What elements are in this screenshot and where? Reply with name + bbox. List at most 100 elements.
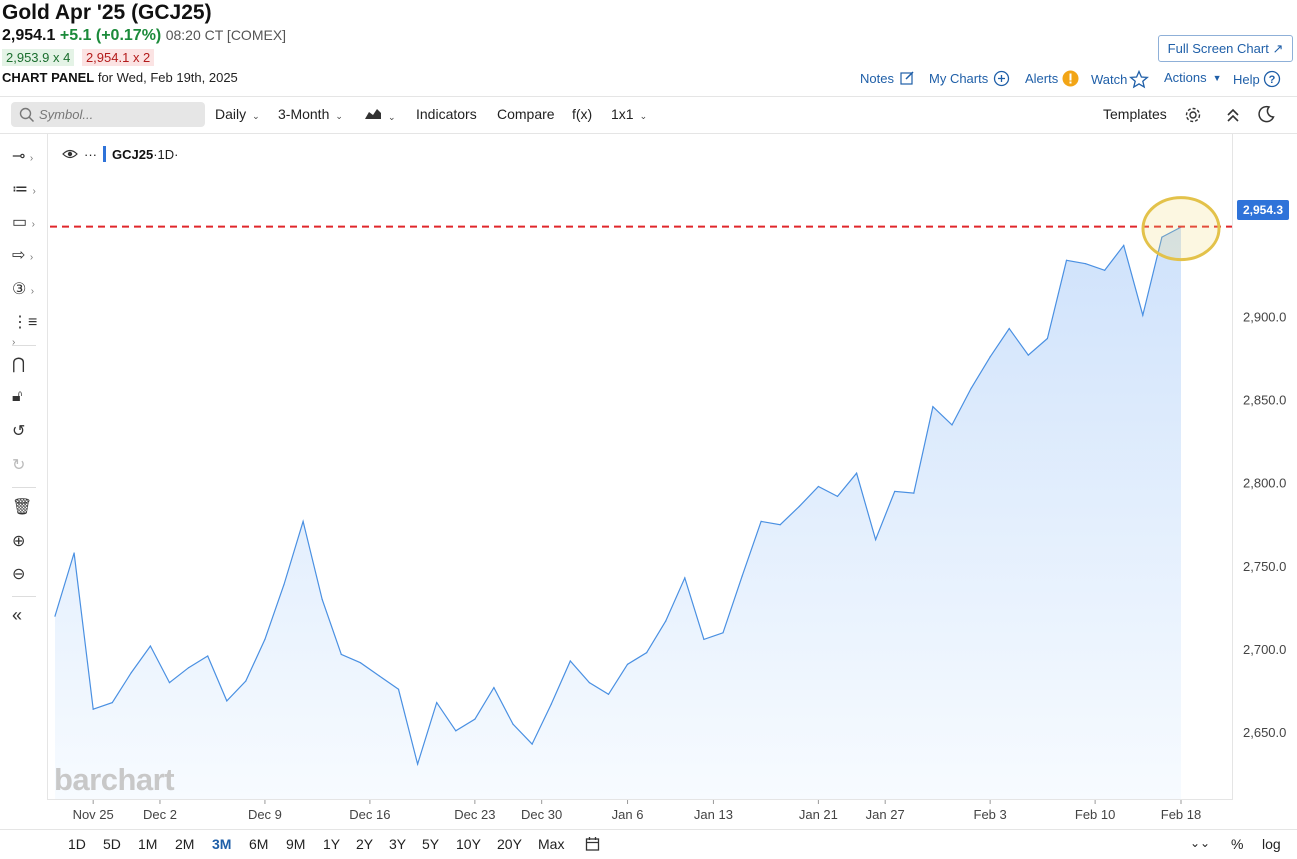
data-point <box>626 663 629 665</box>
data-point <box>474 718 476 720</box>
eye-icon[interactable] <box>62 148 78 160</box>
range-1y-button[interactable]: 1Y <box>323 836 341 852</box>
x-tick-label: Dec 16 <box>349 807 390 822</box>
range-1m-button[interactable]: 1M <box>138 836 158 852</box>
redo-icon[interactable]: ↻ <box>12 457 26 474</box>
watch-link[interactable]: Watch <box>1091 70 1150 89</box>
range-9m-button[interactable]: 9M <box>286 836 306 852</box>
interval-dropdown[interactable]: Daily ⌄ <box>215 106 260 122</box>
collapse-left-icon[interactable]: « <box>12 605 23 625</box>
range-5y-button[interactable]: 5Y <box>422 836 440 852</box>
range-10y-button[interactable]: 10Y <box>456 836 481 852</box>
chevron-down-icon: ⌄ <box>639 111 648 121</box>
collapse-up-icon[interactable] <box>1225 106 1241 124</box>
full-screen-chart-button[interactable]: Full Screen Chart ↗ <box>1158 35 1293 62</box>
data-point <box>894 490 896 493</box>
data-point <box>550 703 552 705</box>
range-1d-button[interactable]: 1D <box>68 836 86 852</box>
data-point <box>264 638 266 641</box>
data-point <box>92 708 94 710</box>
my-charts-label: My Charts <box>929 71 989 86</box>
svg-text:?: ? <box>1268 74 1275 86</box>
period-dropdown[interactable]: 3-Month ⌄ <box>278 106 343 122</box>
help-label: Help <box>1233 71 1260 87</box>
chevron-down-icon: ⌄ <box>335 111 343 121</box>
series-legend: ··· GCJ25 ·1D· <box>62 146 178 162</box>
tools-divider <box>12 596 36 597</box>
range-6m-button[interactable]: 6M <box>249 836 269 852</box>
range-2y-button[interactable]: 2Y <box>356 836 374 852</box>
last-price-tag: 2,954.3 <box>1237 200 1289 220</box>
data-point <box>1161 236 1163 238</box>
data-point <box>665 620 667 622</box>
notes-link[interactable]: Notes <box>860 70 915 86</box>
notes-label: Notes <box>860 70 894 86</box>
data-point <box>531 743 533 745</box>
calendar-icon[interactable] <box>585 836 600 852</box>
rectangle-tool-icon[interactable]: ▭ › <box>12 214 35 231</box>
gear-icon[interactable] <box>1184 106 1202 124</box>
legend-more-icon[interactable]: ··· <box>84 146 97 162</box>
layout-dropdown[interactable]: 1x1 ⌄ <box>611 106 647 122</box>
data-point <box>779 524 781 526</box>
indicators-button[interactable]: Indicators <box>416 106 477 122</box>
help-link[interactable]: Help ? <box>1233 70 1281 88</box>
symbol-search[interactable]: Symbol... <box>11 102 205 127</box>
line-tool-icon[interactable]: ⊸ › <box>12 148 34 165</box>
range-2m-button[interactable]: 2M <box>175 836 195 852</box>
data-point <box>1027 354 1029 356</box>
legend-interval: ·1D· <box>153 146 179 162</box>
magnet-icon[interactable]: ⋂ <box>12 356 26 373</box>
data-point <box>913 492 915 494</box>
chart-type-dropdown[interactable]: ⌄ <box>364 106 396 123</box>
data-point <box>932 406 934 408</box>
series-color-swatch <box>103 146 106 162</box>
data-point <box>359 662 361 664</box>
zoom-out-icon[interactable]: ⊖ <box>12 566 26 583</box>
percent-toggle[interactable]: % <box>1231 836 1244 852</box>
arrow-tool-icon[interactable]: ⇨ › <box>12 247 34 264</box>
range-bar <box>0 829 1297 859</box>
data-point <box>1065 259 1068 261</box>
data-point <box>417 763 419 765</box>
price-area <box>55 227 1181 800</box>
data-point <box>455 730 457 732</box>
y-tick-label: 2,650.0 <box>1243 725 1286 740</box>
bid-ask: 2,953.9 x 4 2,954.1 x 2 <box>2 49 155 66</box>
data-point <box>436 701 438 704</box>
undo-icon[interactable]: ↺ <box>12 423 26 440</box>
area-chart-icon <box>365 109 381 119</box>
data-point <box>836 495 839 498</box>
alerts-link[interactable]: Alerts <box>1025 70 1079 87</box>
data-point <box>722 632 724 634</box>
caret-down-icon: ▼ <box>1212 72 1222 83</box>
moon-icon[interactable] <box>1257 105 1275 123</box>
range-3m-button[interactable]: 3M <box>212 836 232 852</box>
panel-date: for Wed, Feb 19th, 2025 <box>97 70 238 85</box>
data-point <box>321 598 323 601</box>
trash-icon[interactable]: 🗑︎ <box>12 499 33 516</box>
range-5d-button[interactable]: 5D <box>103 836 121 852</box>
x-tick-label: Dec 9 <box>248 807 282 822</box>
y-tick-label: 2,700.0 <box>1243 642 1286 657</box>
compare-button[interactable]: Compare <box>497 106 555 122</box>
zoom-in-icon[interactable]: ⊕ <box>12 533 26 550</box>
range-3y-button[interactable]: 3Y <box>389 836 407 852</box>
range-20y-button[interactable]: 20Y <box>497 836 522 852</box>
expand-down-icon[interactable]: ⌄⌄ <box>1190 836 1211 850</box>
my-charts-link[interactable]: My Charts <box>929 70 1010 87</box>
templates-button[interactable]: Templates <box>1103 106 1167 122</box>
ask-value: 2,954.1 x 2 <box>81 49 155 66</box>
lock-icon[interactable]: 🔓︎ <box>12 388 23 405</box>
log-toggle[interactable]: log <box>1262 836 1281 852</box>
tools-divider <box>12 487 36 488</box>
range-max-button[interactable]: Max <box>538 836 565 852</box>
pattern-tool-icon[interactable]: ⋮≡ › <box>12 314 38 348</box>
counter-tool-icon[interactable]: ③ › <box>12 281 35 298</box>
fibonacci-tool-icon[interactable]: ≔ › <box>12 181 36 198</box>
actions-menu[interactable]: Actions ▼ <box>1164 70 1222 85</box>
help-circle-icon: ? <box>1263 70 1280 88</box>
y-tick-label: 2,750.0 <box>1243 559 1286 574</box>
function-button[interactable]: f(x) <box>572 106 593 122</box>
